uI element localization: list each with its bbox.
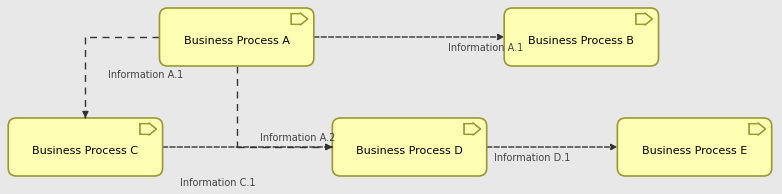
Polygon shape bbox=[636, 13, 652, 25]
Text: Information A.1: Information A.1 bbox=[447, 43, 523, 53]
FancyBboxPatch shape bbox=[9, 118, 163, 176]
Text: Business Process B: Business Process B bbox=[529, 36, 634, 46]
Text: Business Process E: Business Process E bbox=[642, 146, 747, 156]
FancyBboxPatch shape bbox=[504, 8, 658, 66]
FancyBboxPatch shape bbox=[160, 8, 314, 66]
Polygon shape bbox=[464, 123, 480, 135]
Text: Business Process D: Business Process D bbox=[356, 146, 463, 156]
Text: Information D.1: Information D.1 bbox=[494, 153, 570, 163]
Polygon shape bbox=[140, 123, 156, 135]
Text: Information A.2: Information A.2 bbox=[260, 133, 335, 143]
Polygon shape bbox=[749, 123, 766, 135]
FancyBboxPatch shape bbox=[332, 118, 486, 176]
Text: Business Process C: Business Process C bbox=[32, 146, 138, 156]
Text: Business Process A: Business Process A bbox=[184, 36, 289, 46]
Polygon shape bbox=[291, 13, 307, 25]
Text: Information A.1: Information A.1 bbox=[108, 70, 183, 80]
Text: Information C.1: Information C.1 bbox=[180, 178, 256, 188]
FancyBboxPatch shape bbox=[617, 118, 772, 176]
